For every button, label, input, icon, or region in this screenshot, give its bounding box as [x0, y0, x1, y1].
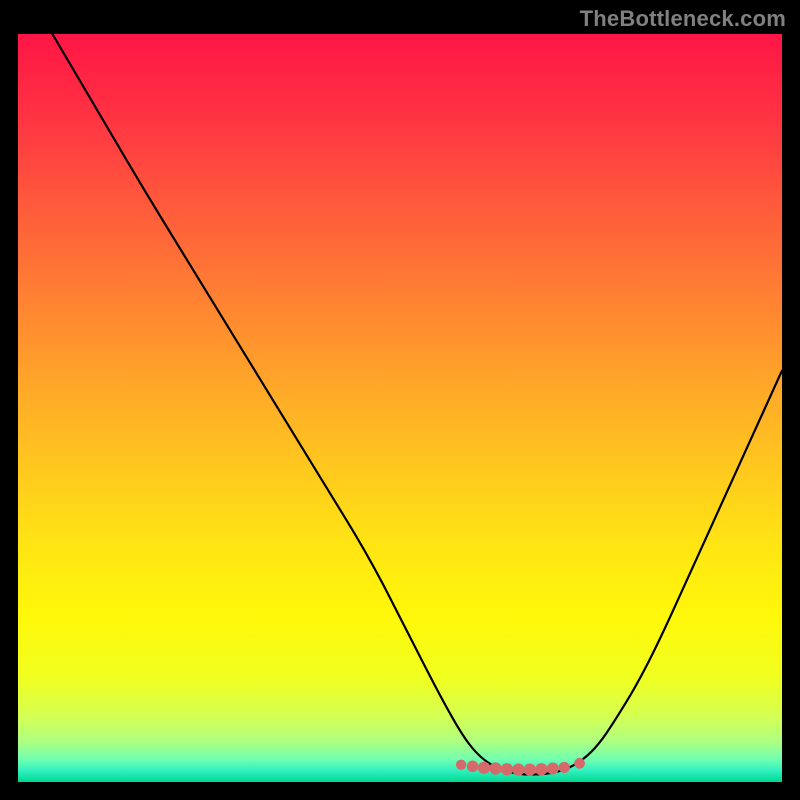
optimal-dot: [547, 763, 559, 775]
optimal-dot: [524, 763, 536, 775]
optimal-dot: [467, 760, 479, 772]
optimal-dot: [535, 763, 547, 775]
optimal-dot: [489, 762, 501, 774]
optimal-dot: [574, 758, 585, 769]
optimal-dot: [501, 763, 513, 775]
optimal-dot: [478, 762, 490, 774]
plot-area: [18, 34, 782, 782]
optimal-dot: [512, 763, 524, 775]
watermark-text: TheBottleneck.com: [580, 6, 786, 32]
optimal-dot: [559, 762, 570, 773]
chart-frame: TheBottleneck.com: [0, 0, 800, 800]
optimal-dot: [456, 760, 466, 770]
optimal-range-dots: [18, 34, 782, 782]
